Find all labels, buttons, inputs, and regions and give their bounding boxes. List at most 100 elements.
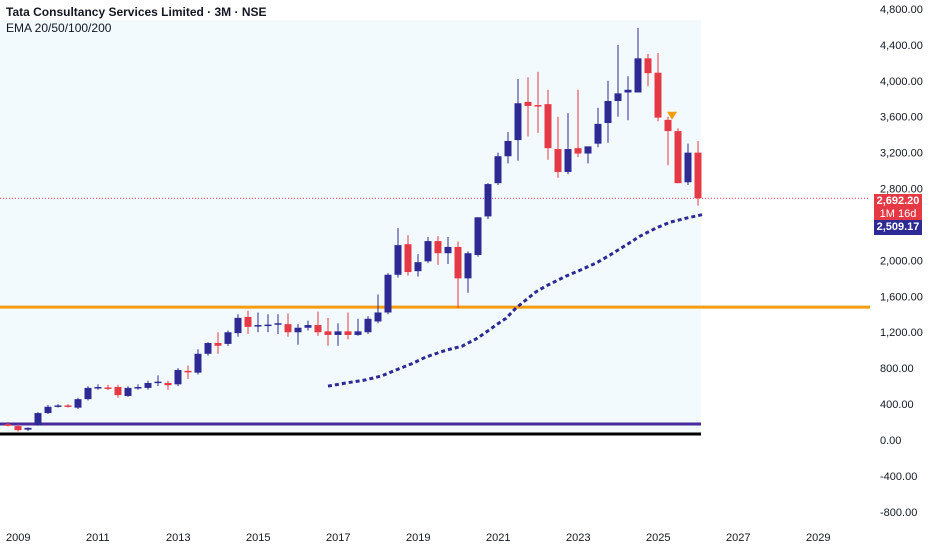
candle-body	[44, 406, 52, 414]
candle-body	[534, 105, 542, 107]
candle	[294, 324, 302, 345]
candle	[64, 404, 72, 408]
candle-body	[4, 424, 12, 426]
y-tick-label: 3,200.00	[880, 148, 923, 160]
candle-body	[124, 387, 132, 396]
candle-body	[484, 184, 492, 217]
candle	[604, 80, 612, 143]
y-tick-label: 4,000.00	[880, 76, 923, 88]
candle	[114, 384, 122, 398]
x-tick-label: 2029	[806, 532, 830, 544]
candle	[224, 330, 232, 346]
x-tick-label: 2021	[486, 532, 510, 544]
candle-body	[354, 331, 362, 335]
candle	[464, 251, 472, 293]
y-tick-label: 4,400.00	[880, 40, 923, 52]
candle-body	[594, 123, 602, 144]
candle	[564, 113, 572, 175]
candle	[494, 152, 502, 185]
candle	[664, 116, 672, 166]
candle-body	[674, 131, 682, 184]
candle	[14, 424, 22, 432]
y-tick-label: 4,800.00	[880, 4, 923, 16]
candle-body	[224, 332, 232, 344]
candle-body	[54, 405, 62, 407]
candle	[144, 380, 152, 390]
symbol-title[interactable]: Tata Consultancy Services Limited · 3M ·…	[6, 5, 267, 19]
candle	[434, 236, 442, 265]
y-tick-label: 400.00	[880, 399, 914, 411]
candle-body	[464, 253, 472, 279]
candle-body	[474, 217, 482, 256]
candle-body	[104, 387, 112, 389]
candle-body	[94, 387, 102, 389]
candle-body	[184, 370, 192, 373]
candle	[424, 237, 432, 264]
candle	[374, 294, 382, 324]
candle	[34, 412, 42, 426]
candle-body	[394, 245, 402, 275]
candle	[414, 254, 422, 277]
candle-body	[684, 152, 692, 183]
candle-body	[64, 405, 72, 407]
candle	[74, 397, 82, 410]
candle-body	[584, 146, 592, 154]
candle-body	[204, 343, 212, 354]
candle	[184, 365, 192, 379]
candle-body	[424, 241, 432, 262]
candle-body	[654, 72, 662, 118]
candle	[94, 384, 102, 390]
candle	[474, 217, 482, 257]
candle-body	[664, 119, 672, 132]
x-tick-label: 2025	[646, 532, 670, 544]
candle	[524, 77, 532, 137]
candle	[684, 143, 692, 185]
candle	[264, 314, 272, 333]
candle-body	[14, 426, 22, 431]
chart-legend: Tata Consultancy Services Limited · 3M ·…	[6, 4, 267, 36]
candle	[4, 422, 12, 427]
y-tick-label: 2,000.00	[880, 255, 923, 267]
candle-body	[294, 327, 302, 333]
candle	[534, 71, 542, 133]
bar-countdown: 1M 16d	[879, 208, 917, 220]
candle-body	[234, 317, 242, 334]
candle	[194, 349, 202, 375]
candle-body	[144, 382, 152, 388]
candle-body	[344, 331, 352, 335]
candle	[394, 228, 402, 278]
indicator-label[interactable]: EMA 20/50/100/200	[6, 21, 112, 35]
candle-body	[24, 427, 32, 430]
candle-body	[114, 387, 122, 396]
plot-tint	[0, 20, 701, 433]
candle	[614, 44, 622, 117]
candle-body	[134, 387, 142, 389]
ema-line	[327, 213, 703, 388]
ema-value-tag: 2,509.17	[874, 220, 922, 235]
candle-body	[454, 246, 462, 279]
candle-body	[324, 331, 332, 335]
candle	[104, 384, 112, 391]
last-price-tag: 2,692.20 1M 16d	[874, 194, 922, 224]
candle	[234, 314, 242, 337]
candle-body	[84, 387, 92, 400]
candle-body	[644, 58, 652, 74]
candle	[514, 79, 522, 161]
candle	[124, 386, 132, 397]
candle	[594, 107, 602, 148]
candle-body	[554, 149, 562, 172]
candle	[584, 146, 592, 164]
candle	[644, 53, 652, 87]
candle-body	[304, 325, 312, 328]
candle-body	[624, 89, 632, 93]
candle	[544, 89, 552, 160]
sell-marker-icon	[667, 111, 677, 120]
candle-body	[154, 381, 162, 384]
candle	[134, 384, 142, 390]
candle	[404, 235, 412, 276]
candle-body	[364, 318, 372, 333]
y-tick-label: -400.00	[880, 471, 917, 483]
candle	[254, 312, 262, 333]
candle	[54, 404, 62, 408]
